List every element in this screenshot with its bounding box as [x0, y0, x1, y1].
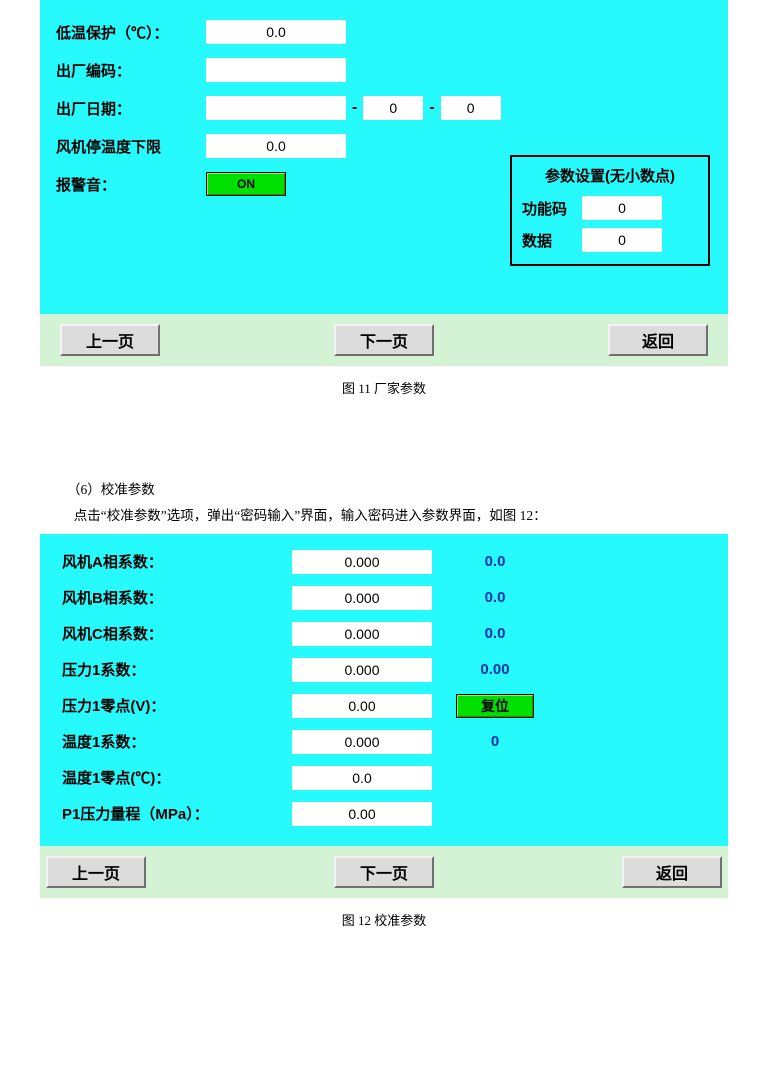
nav-button-bar-fig12: 上一页 下一页 返回 — [40, 846, 728, 898]
input-factory-date-year[interactable] — [206, 96, 346, 120]
section-6-heading: （6）校准参数 — [40, 477, 728, 503]
label-factory-code: 出厂编码： — [56, 60, 206, 81]
input-temp1-zero[interactable] — [292, 766, 432, 790]
input-factory-date-day[interactable] — [441, 96, 501, 120]
readout-fan-b: 0.0 — [460, 589, 530, 606]
label-press1-zero: 压力1零点(V)： — [62, 695, 292, 716]
row-press1-zero: 压力1零点(V)： 复位 — [62, 692, 714, 719]
input-p1-range[interactable] — [292, 802, 432, 826]
section-6-paragraph: 点击“校准参数”选项，弹出“密码输入”界面，输入密码进入参数界面，如图 12： — [40, 503, 728, 529]
row-func-code: 功能码 — [522, 196, 698, 220]
label-alarm-sound: 报警音： — [56, 174, 206, 195]
row-factory-code: 出厂编码： — [56, 56, 712, 84]
row-factory-date: 出厂日期： - - — [56, 94, 712, 122]
date-sep-2: - — [429, 99, 434, 117]
section-6-text: （6）校准参数 点击“校准参数”选项，弹出“密码输入”界面，输入密码进入参数界面… — [40, 477, 728, 528]
back-button-2[interactable]: 返回 — [622, 856, 722, 888]
input-low-temp[interactable] — [206, 20, 346, 44]
reset-button[interactable]: 复位 — [456, 694, 534, 718]
row-temp1-coef: 温度1系数： 0 — [62, 728, 714, 755]
input-data-val[interactable] — [582, 228, 662, 252]
next-page-button-2[interactable]: 下一页 — [334, 856, 434, 888]
nav-button-bar-fig11: 上一页 下一页 返回 — [40, 314, 728, 366]
next-page-button[interactable]: 下一页 — [334, 324, 434, 356]
prev-page-button[interactable]: 上一页 — [60, 324, 160, 356]
readout-temp1: 0 — [460, 733, 530, 750]
row-fan-b: 风机B相系数： 0.0 — [62, 584, 714, 611]
readout-press1: 0.00 — [460, 661, 530, 678]
label-factory-date: 出厂日期： — [56, 98, 206, 119]
param-setting-box: 参数设置(无小数点) 功能码 数据 — [510, 155, 710, 266]
label-data-val: 数据 — [522, 230, 582, 251]
date-sep-1: - — [352, 99, 357, 117]
label-func-code: 功能码 — [522, 198, 582, 219]
label-temp1-coef: 温度1系数： — [62, 731, 292, 752]
row-temp1-zero: 温度1零点(℃)： — [62, 764, 714, 791]
label-p1-range: P1压力量程（MPa）： — [62, 803, 292, 824]
row-low-temp-protect: 低温保护（℃）： — [56, 18, 712, 46]
input-fan-a[interactable] — [292, 550, 432, 574]
label-fan-a: 风机A相系数： — [62, 551, 292, 572]
alarm-sound-toggle[interactable]: ON — [206, 172, 286, 196]
label-temp1-zero: 温度1零点(℃)： — [62, 767, 292, 788]
input-func-code[interactable] — [582, 196, 662, 220]
input-fan-stop-temp[interactable] — [206, 134, 346, 158]
input-fan-b[interactable] — [292, 586, 432, 610]
input-factory-date-month[interactable] — [363, 96, 423, 120]
label-low-temp: 低温保护（℃）： — [56, 22, 206, 43]
label-fan-c: 风机C相系数： — [62, 623, 292, 644]
row-fan-c: 风机C相系数： 0.0 — [62, 620, 714, 647]
calibration-params-panel: 风机A相系数： 0.0 风机B相系数： 0.0 风机C相系数： 0.0 压力1系… — [40, 534, 728, 846]
input-press1-zero[interactable] — [292, 694, 432, 718]
param-setting-title: 参数设置(无小数点) — [522, 165, 698, 186]
row-data-val: 数据 — [522, 228, 698, 252]
back-button[interactable]: 返回 — [608, 324, 708, 356]
input-fan-c[interactable] — [292, 622, 432, 646]
prev-page-button-2[interactable]: 上一页 — [46, 856, 146, 888]
figure11-caption: 图 11 厂家参数 — [40, 378, 728, 397]
figure12-caption: 图 12 校准参数 — [40, 910, 728, 929]
row-press1-coef: 压力1系数： 0.00 — [62, 656, 714, 683]
row-fan-a: 风机A相系数： 0.0 — [62, 548, 714, 575]
readout-fan-c: 0.0 — [460, 625, 530, 642]
label-press1-coef: 压力1系数： — [62, 659, 292, 680]
row-p1-range: P1压力量程（MPa）： — [62, 800, 714, 827]
input-temp1-coef[interactable] — [292, 730, 432, 754]
readout-fan-a: 0.0 — [460, 553, 530, 570]
label-fan-stop-temp: 风机停温度下限 — [56, 136, 206, 157]
factory-params-panel: 低温保护（℃）： 出厂编码： 出厂日期： - - 风机停温度下限 报警音： ON… — [40, 0, 728, 314]
label-fan-b: 风机B相系数： — [62, 587, 292, 608]
input-press1-coef[interactable] — [292, 658, 432, 682]
input-factory-code[interactable] — [206, 58, 346, 82]
